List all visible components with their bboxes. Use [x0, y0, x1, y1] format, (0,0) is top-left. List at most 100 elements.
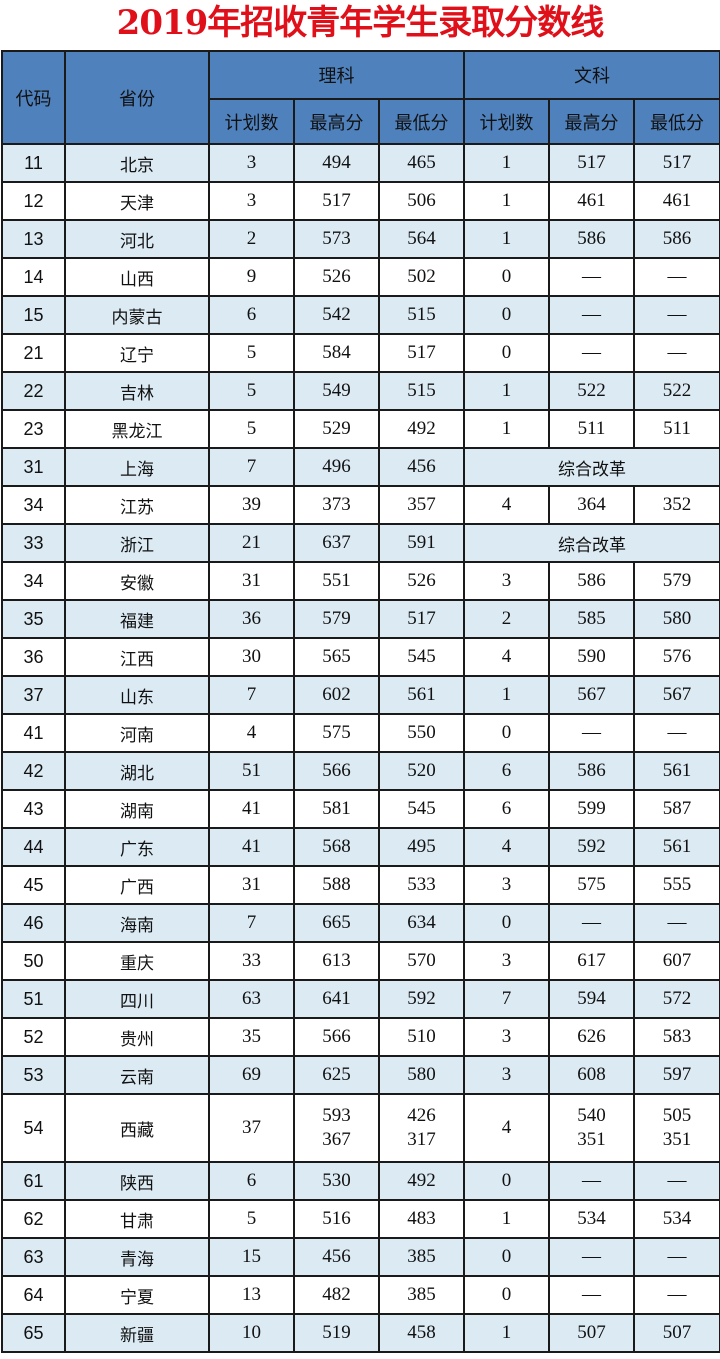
- table-row: 33 浙江 21 637 591 综合改革: [1, 523, 720, 563]
- cell-code: 54: [1, 1093, 66, 1163]
- cell-arts-min: 352: [633, 485, 720, 525]
- cell-science-min: 517: [377, 333, 466, 373]
- cell-science-min: 591: [377, 523, 466, 563]
- cell-province: 山西: [64, 257, 210, 297]
- cell-science-plan: 69: [208, 1055, 295, 1095]
- cell-province: 辽宁: [64, 333, 210, 373]
- cell-science-min: 520: [377, 751, 466, 791]
- cell-science-max: 665: [293, 903, 380, 943]
- cell-arts-plan: 0: [463, 295, 551, 335]
- cell-province: 广西: [64, 865, 210, 905]
- cell-science-plan: 5: [208, 1199, 295, 1239]
- cell-arts-max: 517: [548, 143, 636, 183]
- cell-arts-min: 597: [633, 1055, 720, 1095]
- cell-science-min: 550: [377, 713, 466, 753]
- cell-science-max: 549: [293, 371, 380, 411]
- table-row: 13 河北 2 573 564 1 586 586: [1, 219, 720, 259]
- cell-province: 宁夏: [64, 1275, 210, 1315]
- cell-code: 62: [1, 1199, 66, 1239]
- cell-science-min: 570: [377, 941, 466, 981]
- cell-science-plan: 4: [208, 713, 295, 753]
- cell-province: 福建: [64, 599, 210, 639]
- cell-arts-min: 461: [633, 181, 720, 221]
- table-row: 52 贵州 35 566 510 3 626 583: [1, 1017, 720, 1057]
- cell-science-plan: 33: [208, 941, 295, 981]
- cell-code: 11: [1, 143, 66, 183]
- cell-science-plan: 13: [208, 1275, 295, 1315]
- cell-province: 新疆: [64, 1313, 210, 1353]
- cell-code: 23: [1, 409, 66, 449]
- cell-arts-min: 572: [633, 979, 720, 1019]
- cell-science-max: 566: [293, 751, 380, 791]
- cell-arts-plan: 2: [463, 599, 551, 639]
- cell-science-max: 573: [293, 219, 380, 259]
- cell-province: 四川: [64, 979, 210, 1019]
- cell-arts-plan: 3: [463, 865, 551, 905]
- cell-province: 海南: [64, 903, 210, 943]
- cell-arts-max: —: [548, 333, 636, 373]
- cell-arts-min: —: [633, 257, 720, 297]
- cell-arts-max: 507: [548, 1313, 636, 1353]
- cell-code: 21: [1, 333, 66, 373]
- table-row: 44 广东 41 568 495 4 592 561: [1, 827, 720, 867]
- cell-code: 45: [1, 865, 66, 905]
- cell-science-plan: 2: [208, 219, 295, 259]
- cell-arts-min: —: [633, 295, 720, 335]
- cell-arts-max: 522: [548, 371, 636, 411]
- cell-province: 上海: [64, 447, 210, 487]
- cell-arts-min: 507: [633, 1313, 720, 1353]
- cell-code: 44: [1, 827, 66, 867]
- cell-arts-max: —: [548, 295, 636, 335]
- cell-science-plan: 31: [208, 865, 295, 905]
- cell-science-plan: 3: [208, 181, 295, 221]
- cell-code: 53: [1, 1055, 66, 1095]
- cell-science-max: 482: [293, 1275, 380, 1315]
- cell-science-max: 584: [293, 333, 380, 373]
- cell-science-plan: 5: [208, 333, 295, 373]
- cell-science-max: 593 367: [293, 1093, 380, 1163]
- cell-science-max: 494: [293, 143, 380, 183]
- cell-science-plan: 37: [208, 1093, 295, 1163]
- cell-arts-max: 626: [548, 1017, 636, 1057]
- cell-science-max: 517: [293, 181, 380, 221]
- cell-arts-plan: 1: [463, 371, 551, 411]
- cell-science-max: 566: [293, 1017, 380, 1057]
- cell-code: 46: [1, 903, 66, 943]
- cell-arts-min: 576: [633, 637, 720, 677]
- cell-science-min: 492: [377, 409, 466, 449]
- table-row: 14 山西 9 526 502 0— —: [1, 257, 720, 297]
- cell-arts-max: —: [548, 713, 636, 753]
- table-row: 21 辽宁 5 584 517 0— —: [1, 333, 720, 373]
- page-title: 2019年招收青年学生录取分数线: [116, 3, 605, 43]
- header-science-min: 最低分: [377, 98, 466, 145]
- cell-science-min: 580: [377, 1055, 466, 1095]
- cell-code: 61: [1, 1161, 66, 1201]
- table-row: 45 广西 31 588 533 3 575 555: [1, 865, 720, 905]
- cell-science-min: 426 317: [377, 1093, 466, 1163]
- cell-science-min: 533: [377, 865, 466, 905]
- cell-arts-min: 586: [633, 219, 720, 259]
- cell-science-min: 526: [377, 561, 466, 601]
- cell-province: 黑龙江: [64, 409, 210, 449]
- cell-province: 内蒙古: [64, 295, 210, 335]
- cell-arts-max: 585: [548, 599, 636, 639]
- cell-code: 41: [1, 713, 66, 753]
- cell-science-max: 579: [293, 599, 380, 639]
- cell-arts-plan: 3: [463, 1055, 551, 1095]
- cell-code: 36: [1, 637, 66, 677]
- cell-code: 22: [1, 371, 66, 411]
- table-row: 35 福建 36 579 517 2 585 580: [1, 599, 720, 639]
- cell-science-max: 565: [293, 637, 380, 677]
- cell-science-plan: 5: [208, 371, 295, 411]
- cell-arts-plan: 1: [463, 143, 551, 183]
- cell-science-plan: 41: [208, 789, 295, 829]
- cell-science-max: 625: [293, 1055, 380, 1095]
- cell-province: 河南: [64, 713, 210, 753]
- cell-province: 江西: [64, 637, 210, 677]
- cell-science-max: 602: [293, 675, 380, 715]
- cell-arts-plan: 1: [463, 219, 551, 259]
- cell-arts-max: 586: [548, 561, 636, 601]
- cell-code: 35: [1, 599, 66, 639]
- cell-science-max: 519: [293, 1313, 380, 1353]
- cell-science-max: 613: [293, 941, 380, 981]
